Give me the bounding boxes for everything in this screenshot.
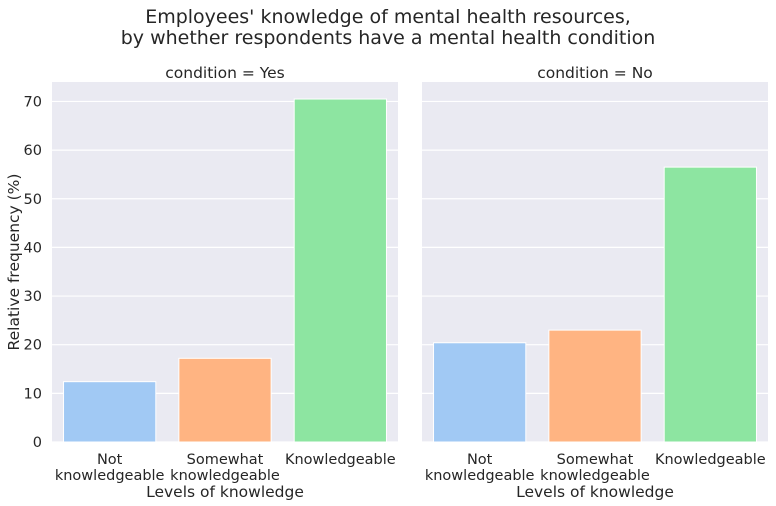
x-tick-label-line: Somewhat (557, 452, 634, 468)
bar (663, 166, 757, 443)
x-tick-label: Knowledgeable (655, 452, 766, 468)
bar (63, 381, 157, 443)
facet-title: condition = No (537, 64, 653, 82)
bar (293, 98, 387, 443)
x-tick-label-line: knowledgeable (425, 468, 535, 484)
y-tick-label: 0 (33, 435, 42, 451)
x-tick-label-line: knowledgeable (540, 468, 650, 484)
x-tick-label-line: Not (97, 452, 123, 468)
bar (178, 357, 272, 443)
x-tick-label: Not knowledgeable (55, 452, 165, 484)
x-tick-label-line: knowledgeable (55, 468, 165, 484)
x-axis-label: Levels of knowledge (146, 483, 304, 501)
x-tick-label: Somewhat knowledgeable (170, 452, 280, 484)
y-tick-label: 50 (24, 192, 42, 208)
x-tick-label-line: Somewhat (187, 452, 264, 468)
chart-title-line-1: Employees' knowledge of mental health re… (145, 6, 631, 28)
facet-title: condition = Yes (165, 64, 285, 82)
x-tick-label-line: Knowledgeable (285, 452, 396, 468)
x-axis-label: Levels of knowledge (516, 483, 674, 501)
y-tick-label: 70 (24, 94, 42, 110)
bar (433, 342, 527, 443)
x-tick-label-line: Knowledgeable (655, 452, 766, 468)
y-tick-label: 30 (24, 289, 42, 305)
y-tick-label: 60 (24, 143, 42, 159)
x-tick-label: Knowledgeable (285, 452, 396, 468)
y-tick-label: 10 (24, 386, 42, 402)
x-tick-label: Not knowledgeable (425, 452, 535, 484)
x-tick-label-line: Not (467, 452, 493, 468)
x-tick-label: Somewhat knowledgeable (540, 452, 650, 484)
chart-title-line-2: by whether respondents have a mental hea… (120, 27, 656, 49)
x-tick-label-line: knowledgeable (170, 468, 280, 484)
y-tick-label: 40 (24, 240, 42, 256)
bar (548, 329, 642, 443)
y-tick-label: 20 (24, 338, 42, 354)
y-axis-label: Relative frequency (%) (5, 174, 23, 351)
